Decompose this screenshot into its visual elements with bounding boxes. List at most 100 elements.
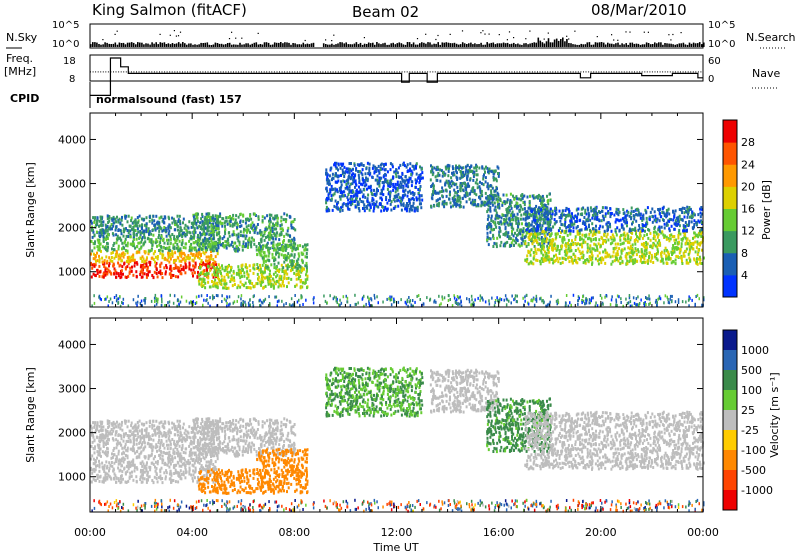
power-cell <box>461 173 464 177</box>
nave-point <box>547 71 549 73</box>
power-cell <box>462 189 465 193</box>
power-cell <box>114 228 117 232</box>
power-cell <box>273 217 276 221</box>
power-cell <box>441 194 444 198</box>
power-cell <box>473 200 476 204</box>
power-cell <box>358 181 361 185</box>
power-cell <box>152 214 155 218</box>
power-cell <box>262 251 265 255</box>
power-cell <box>643 234 646 238</box>
power-cell <box>202 284 205 288</box>
power-cell <box>586 258 589 261</box>
power-cell <box>641 215 644 219</box>
power-cell <box>168 251 171 255</box>
power-cell <box>225 244 228 248</box>
power-cell <box>169 237 172 241</box>
power-cell <box>91 228 93 232</box>
power-cell <box>287 239 290 243</box>
power-cell <box>571 257 574 261</box>
power-cell <box>99 242 102 246</box>
power-cell <box>135 275 138 279</box>
power-cell <box>495 177 498 181</box>
nave-point <box>450 71 452 73</box>
power-cell <box>649 210 652 214</box>
nsky-bar <box>410 44 413 47</box>
power-cell <box>445 202 448 206</box>
power-cell <box>208 225 211 229</box>
power-cell <box>617 213 620 217</box>
power-cell <box>553 254 555 258</box>
power-cell <box>127 231 130 235</box>
power-cell <box>225 216 228 220</box>
nave-point <box>511 71 513 73</box>
power-cell <box>529 194 531 198</box>
power-cell <box>280 275 283 279</box>
nsky-bar <box>703 42 705 47</box>
power-cell <box>266 214 269 218</box>
power-cell <box>148 232 150 236</box>
power-cell <box>269 220 272 224</box>
power-cell <box>675 216 678 220</box>
power-cell <box>276 220 279 224</box>
power-cell <box>208 258 211 262</box>
power-cell <box>683 229 686 233</box>
power-cell <box>172 260 175 264</box>
power-cell <box>505 210 508 214</box>
power-cell <box>239 219 242 223</box>
power-cell <box>509 202 511 206</box>
power-cell <box>476 182 479 186</box>
nave-point <box>386 71 388 73</box>
power-cell <box>284 220 287 224</box>
power-cell <box>284 253 287 257</box>
power-cell <box>216 243 219 246</box>
power-cell <box>574 242 577 245</box>
power-cell <box>545 216 548 219</box>
power-cell <box>282 266 285 270</box>
power-cell <box>613 213 616 217</box>
power-cell <box>536 216 539 220</box>
power-cell <box>242 243 245 247</box>
power-cell <box>106 248 109 252</box>
power-cell <box>99 235 101 239</box>
power-cell <box>540 226 543 230</box>
power-cell <box>118 253 121 257</box>
power-cell <box>564 231 567 235</box>
nsky-bar <box>666 43 668 48</box>
power-cell <box>158 243 161 247</box>
power-cell <box>447 181 450 185</box>
power-cell <box>516 233 518 237</box>
nsky-bar <box>233 44 235 47</box>
power-cell <box>94 255 97 259</box>
power-cell <box>652 237 655 240</box>
power-cell <box>249 240 252 244</box>
power-cell <box>568 224 571 228</box>
power-cell <box>198 242 201 246</box>
power-cell <box>134 229 137 232</box>
power-cell <box>480 193 483 197</box>
power-cell <box>260 254 263 258</box>
nave-point <box>248 71 250 73</box>
power-cell <box>540 208 543 212</box>
power-cell <box>112 224 115 228</box>
nave-point <box>197 71 199 73</box>
power-cell <box>506 213 509 217</box>
power-cell <box>326 198 329 202</box>
power-cell <box>555 220 558 224</box>
nsky-bar <box>171 43 174 48</box>
power-cell <box>278 276 281 280</box>
nsearch-tick-bottom: 10^0 <box>708 39 735 50</box>
power-cell <box>589 230 592 234</box>
power-cell <box>533 254 536 258</box>
power-cell <box>176 266 179 270</box>
power-cell <box>504 226 507 229</box>
power-cell <box>115 275 117 279</box>
power-cell <box>634 242 637 246</box>
power-cell <box>629 244 632 248</box>
power-cell <box>530 232 533 236</box>
power-cell <box>386 170 389 174</box>
power-cell <box>523 236 526 240</box>
power-cell <box>282 255 285 259</box>
power-cell <box>159 265 162 269</box>
power-cell <box>147 229 150 233</box>
power-cell <box>214 221 217 225</box>
